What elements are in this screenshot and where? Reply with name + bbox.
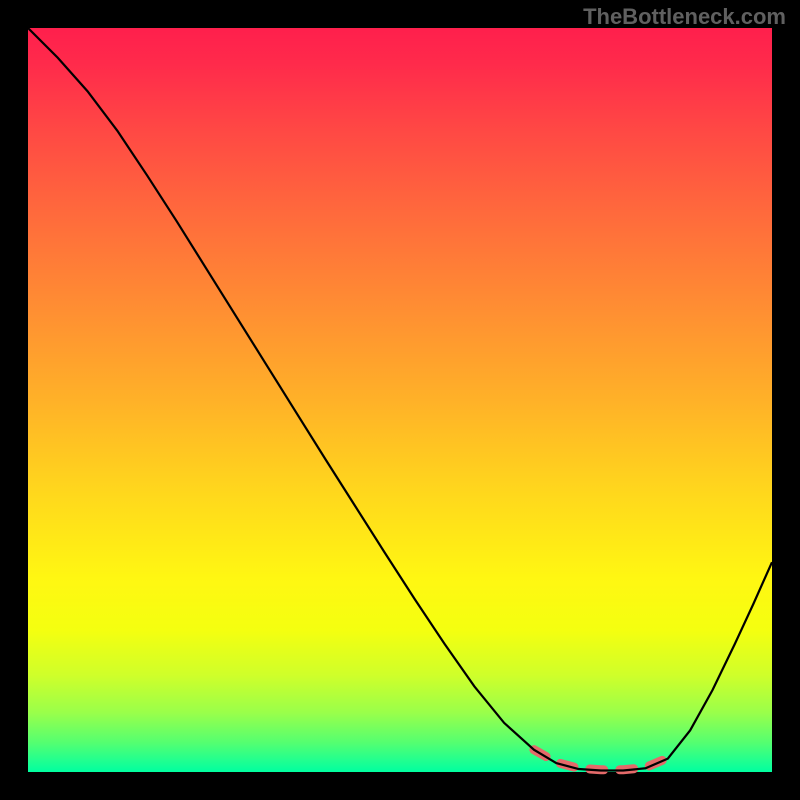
- bottleneck-chart: TheBottleneck.com: [0, 0, 800, 800]
- chart-svg: [0, 0, 800, 800]
- plot-background: [28, 28, 772, 772]
- watermark-text: TheBottleneck.com: [583, 4, 786, 30]
